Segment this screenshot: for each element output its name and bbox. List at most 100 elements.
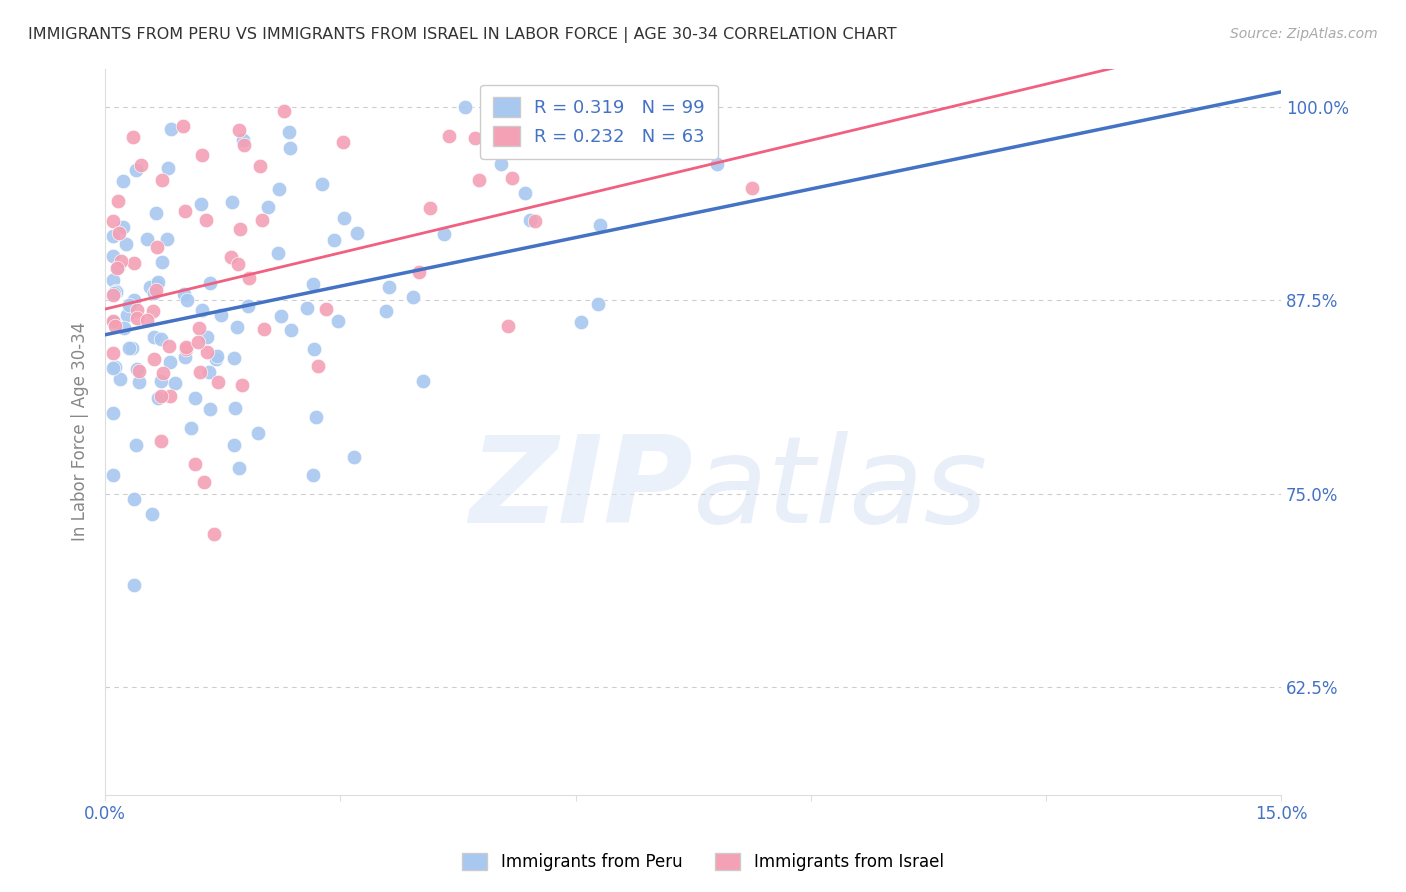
Point xyxy=(187,334,209,349)
Point xyxy=(101,229,124,244)
Point xyxy=(586,297,609,311)
Point xyxy=(174,340,197,354)
Point xyxy=(101,273,124,287)
Point xyxy=(149,332,172,346)
Point xyxy=(190,302,212,317)
Point xyxy=(224,401,246,415)
Point xyxy=(107,260,129,274)
Point xyxy=(374,304,396,318)
Point xyxy=(141,508,163,522)
Point xyxy=(228,122,250,136)
Point xyxy=(150,388,173,402)
Point xyxy=(437,129,460,144)
Point xyxy=(143,351,166,366)
Point xyxy=(101,314,124,328)
Point xyxy=(252,322,274,336)
Point xyxy=(145,283,167,297)
Point xyxy=(343,450,366,464)
Point xyxy=(105,285,128,300)
Point xyxy=(115,236,138,251)
Text: Source: ZipAtlas.com: Source: ZipAtlas.com xyxy=(1230,27,1378,41)
Point xyxy=(489,157,512,171)
Point xyxy=(125,362,148,376)
Point xyxy=(174,350,197,364)
Point xyxy=(174,342,197,356)
Point xyxy=(174,204,197,219)
Point xyxy=(157,339,180,353)
Point xyxy=(145,205,167,219)
Point xyxy=(454,100,477,114)
Point xyxy=(105,284,128,298)
Point xyxy=(159,355,181,369)
Point xyxy=(706,156,728,170)
Point xyxy=(412,374,434,388)
Point xyxy=(524,213,547,227)
Text: atlas: atlas xyxy=(693,432,988,549)
Point xyxy=(125,163,148,178)
Y-axis label: In Labor Force | Age 30-34: In Labor Force | Age 30-34 xyxy=(72,322,89,541)
Point xyxy=(280,323,302,337)
Point xyxy=(247,426,270,441)
Point xyxy=(204,351,226,366)
Point xyxy=(270,309,292,323)
Point xyxy=(176,293,198,308)
Point xyxy=(127,303,149,318)
Point xyxy=(101,406,124,420)
Legend: R = 0.319   N = 99, R = 0.232   N = 63: R = 0.319 N = 99, R = 0.232 N = 63 xyxy=(481,85,717,159)
Point xyxy=(207,376,229,390)
Point xyxy=(135,313,157,327)
Point xyxy=(128,376,150,390)
Point xyxy=(122,578,145,592)
Point xyxy=(150,255,173,269)
Point xyxy=(402,290,425,304)
Point xyxy=(278,141,301,155)
Point xyxy=(125,438,148,452)
Point xyxy=(302,277,325,292)
Point xyxy=(228,461,250,475)
Point xyxy=(128,364,150,378)
Point xyxy=(146,275,169,289)
Point xyxy=(378,280,401,294)
Point xyxy=(184,391,207,405)
Point xyxy=(305,410,328,425)
Point xyxy=(519,213,541,227)
Point xyxy=(173,286,195,301)
Point xyxy=(231,377,253,392)
Point xyxy=(105,260,128,275)
Point xyxy=(136,232,159,246)
Point xyxy=(187,320,209,334)
Point xyxy=(112,219,135,234)
Point xyxy=(149,374,172,388)
Text: IMMIGRANTS FROM PERU VS IMMIGRANTS FROM ISRAEL IN LABOR FORCE | AGE 30-34 CORREL: IMMIGRANTS FROM PERU VS IMMIGRANTS FROM … xyxy=(28,27,897,43)
Point xyxy=(278,125,301,139)
Point xyxy=(112,320,135,334)
Point xyxy=(295,301,318,315)
Point xyxy=(219,251,242,265)
Point xyxy=(143,330,166,344)
Point xyxy=(195,212,218,227)
Point xyxy=(101,346,124,360)
Point xyxy=(127,310,149,325)
Point xyxy=(121,341,143,355)
Point xyxy=(205,350,228,364)
Point xyxy=(163,376,186,390)
Point xyxy=(118,341,141,355)
Point xyxy=(513,186,536,200)
Point xyxy=(142,285,165,300)
Point xyxy=(202,526,225,541)
Legend: Immigrants from Peru, Immigrants from Israel: Immigrants from Peru, Immigrants from Is… xyxy=(454,845,952,880)
Point xyxy=(122,293,145,307)
Point xyxy=(229,221,252,235)
Point xyxy=(498,318,520,333)
Point xyxy=(146,391,169,405)
Text: ZIP: ZIP xyxy=(470,432,693,549)
Point xyxy=(160,122,183,136)
Point xyxy=(311,177,333,191)
Point xyxy=(108,226,131,240)
Point xyxy=(222,351,245,365)
Point xyxy=(226,319,249,334)
Point xyxy=(267,246,290,260)
Point xyxy=(302,468,325,483)
Point xyxy=(145,277,167,291)
Point xyxy=(315,301,337,316)
